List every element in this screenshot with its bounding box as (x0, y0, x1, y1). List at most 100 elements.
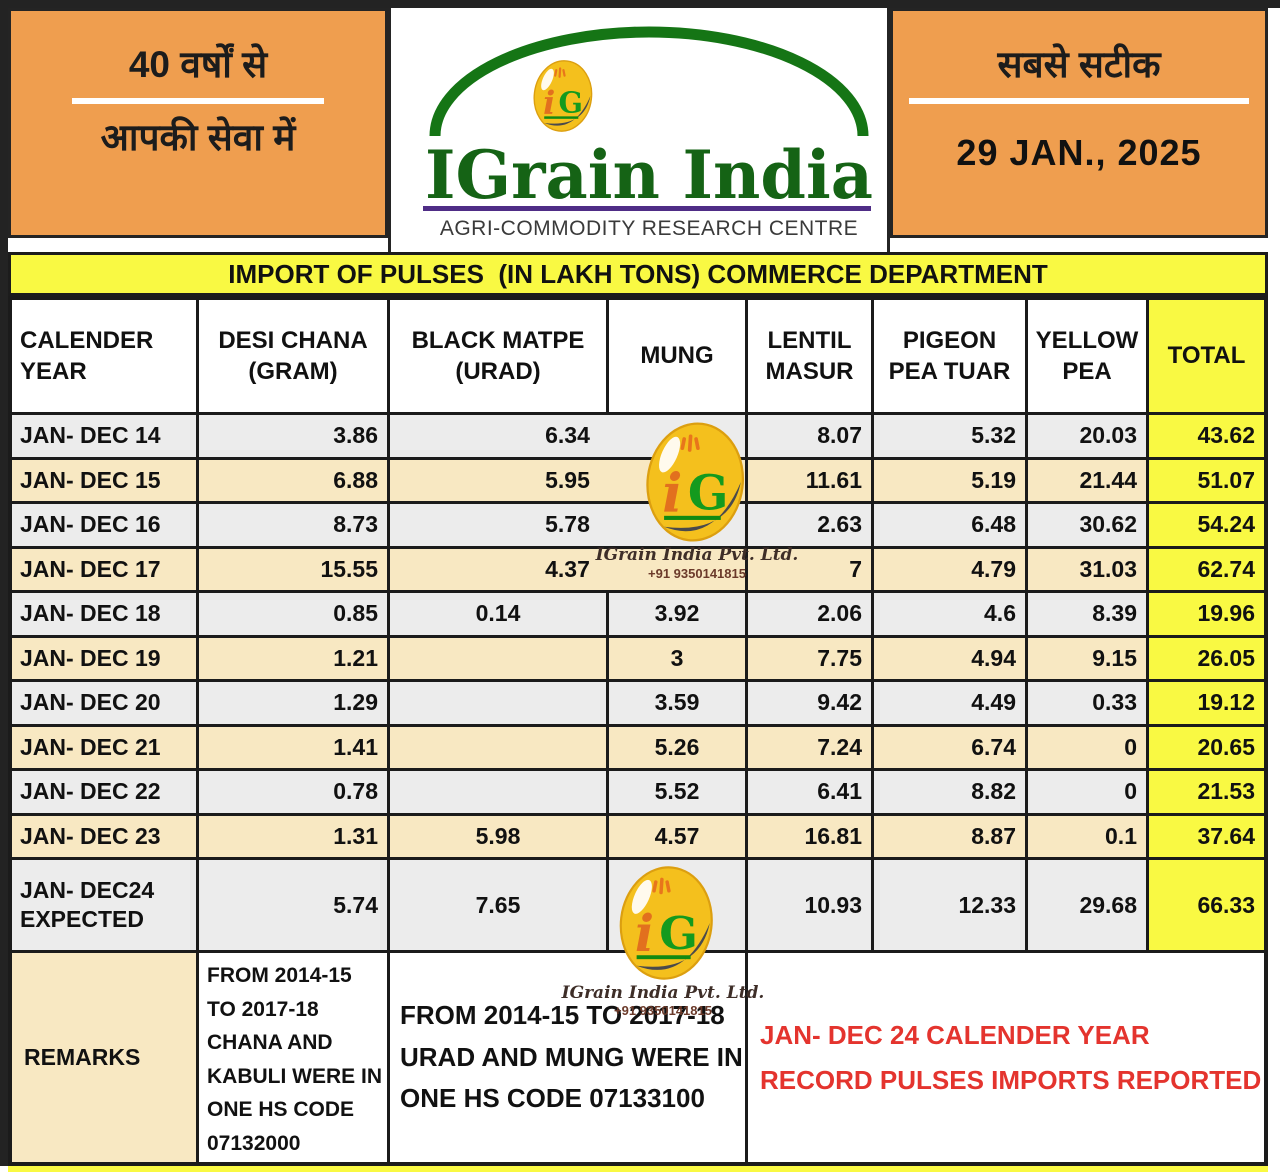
mung-value: 5.52 (609, 771, 745, 813)
pigeon-value: 5.32 (874, 415, 1025, 457)
col-header-desi-chana: DESI CHANA (GRAM) (199, 300, 387, 412)
brand-name: IGrain India (425, 136, 873, 214)
pigeon-value: 4.49 (874, 682, 1025, 724)
desi-chana-value: 8.73 (199, 504, 387, 546)
total-value: 66.33 (1149, 860, 1264, 950)
black-matpe-value (390, 726, 606, 768)
pigeon-value: 6.48 (874, 504, 1025, 546)
pigeon-value: 8.87 (874, 815, 1025, 857)
pigeon-value: 4.79 (874, 548, 1025, 590)
desi-chana-value: 1.21 (199, 637, 387, 679)
black-matpe-value (390, 771, 606, 813)
desi-chana-value: 1.29 (199, 682, 387, 724)
total-value: 19.12 (1149, 682, 1264, 724)
yellow-pea-value: 0.33 (1028, 682, 1146, 724)
pigeon-value: 6.74 (874, 726, 1025, 768)
yellow-pea-value: 0.1 (1028, 815, 1146, 857)
yellow-pea-value: 29.68 (1028, 860, 1146, 950)
total-value: 54.24 (1149, 504, 1264, 546)
remarks-note-urad: FROM 2014-15 TO 2017-18 URAD AND MUNG WE… (390, 953, 745, 1162)
masthead-right-panel: सबसे सटीक 29 JAN., 2025 (890, 8, 1268, 238)
remarks-note-chana: FROM 2014-15 TO 2017-18 CHANA AND KABULI… (199, 953, 387, 1162)
lentil-value: 8.07 (748, 415, 871, 457)
desi-chana-value: 3.86 (199, 415, 387, 457)
lentil-value: 2.06 (748, 593, 871, 635)
black-matpe-value (390, 637, 606, 679)
pulses-import-table: CALENDER YEAR DESI CHANA (GRAM) BLACK MA… (8, 296, 1268, 1166)
lentil-value: 2.63 (748, 504, 871, 546)
pigeon-value: 5.19 (874, 459, 1025, 501)
total-value: 62.74 (1149, 548, 1264, 590)
lentil-value: 7.75 (748, 637, 871, 679)
col-header-total: TOTAL (1149, 300, 1264, 412)
lentil-value: 10.93 (748, 860, 871, 950)
row-year: JAN- DEC 19 (12, 637, 196, 679)
black-matpe-value: 5.98 (390, 815, 606, 857)
black-matpe-value (390, 682, 606, 724)
yellow-pea-value: 0 (1028, 726, 1146, 768)
brand-tagline: AGRI-COMMODITY RESEARCH CENTRE (440, 217, 858, 240)
masthead-left-panel: 40 वर्षों से आपकी सेवा में (8, 8, 388, 238)
yellow-pea-value: 20.03 (1028, 415, 1146, 457)
total-value: 37.64 (1149, 815, 1264, 857)
frame-left-border (0, 0, 8, 1166)
hindi-slogan-line2: आपकी सेवा में (100, 116, 296, 158)
yellow-pea-value: 31.03 (1028, 548, 1146, 590)
brand-logo-panel: IGrain India AGRI-COMMODITY RESEARCH CEN… (388, 8, 890, 252)
row-year: JAN- DEC 22 (12, 771, 196, 813)
pigeon-value: 8.82 (874, 771, 1025, 813)
col-header-mung: MUNG (609, 300, 745, 412)
desi-chana-value: 0.78 (199, 771, 387, 813)
desi-chana-value: 0.85 (199, 593, 387, 635)
matpe-mung-merged-value: 5.78 (390, 504, 745, 546)
row-year: JAN- DEC 21 (12, 726, 196, 768)
row-year: JAN- DEC 14 (12, 415, 196, 457)
col-header-lentil-masur: LENTIL MASUR (748, 300, 871, 412)
matpe-mung-merged-value: 4.37 (390, 548, 745, 590)
row-year: JAN- DEC24 EXPECTED (12, 860, 196, 950)
yellow-pea-value: 0 (1028, 771, 1146, 813)
total-value: 26.05 (1149, 637, 1264, 679)
pigeon-value: 4.94 (874, 637, 1025, 679)
desi-chana-value: 1.31 (199, 815, 387, 857)
report-title: IMPORT OF PULSES (IN LAKH TONS) COMMERCE… (8, 252, 1268, 296)
mung-value: 3 (609, 637, 745, 679)
row-year: JAN- DEC 15 (12, 459, 196, 501)
col-header-calender-year: CALENDER YEAR (12, 300, 196, 412)
slogan-divider (72, 97, 324, 104)
pigeon-value: 4.6 (874, 593, 1025, 635)
mung-value (609, 860, 745, 950)
matpe-mung-merged-value: 6.34 (390, 415, 745, 457)
logo-arch (429, 26, 869, 137)
lentil-value: 11.61 (748, 459, 871, 501)
row-year: JAN- DEC 23 (12, 815, 196, 857)
lentil-value: 7 (748, 548, 871, 590)
report-date: 29 JAN., 2025 (956, 131, 1202, 173)
yellow-pea-value: 30.62 (1028, 504, 1146, 546)
bottom-yellow-strip (8, 1166, 1268, 1172)
total-value: 20.65 (1149, 726, 1264, 768)
lentil-value: 16.81 (748, 815, 871, 857)
masthead: 40 वर्षों से आपकी सेवा में IGrain India … (8, 8, 1268, 252)
total-value: 19.96 (1149, 593, 1264, 635)
black-matpe-value: 7.65 (390, 860, 606, 950)
lentil-value: 7.24 (748, 726, 871, 768)
mung-value: 3.92 (609, 593, 745, 635)
mung-value: 3.59 (609, 682, 745, 724)
desi-chana-value: 1.41 (199, 726, 387, 768)
hindi-accuracy-claim: सबसे सटीक (997, 44, 1161, 85)
matpe-mung-merged-value: 5.95 (390, 459, 745, 501)
igrain-logo: IGrain India AGRI-COMMODITY RESEARCH CEN… (423, 26, 873, 240)
col-header-black-matpe: BLACK MATPE (URAD) (390, 300, 606, 412)
total-value: 51.07 (1149, 459, 1264, 501)
yellow-pea-value: 9.15 (1028, 637, 1146, 679)
date-divider (909, 97, 1249, 104)
pigeon-value: 12.33 (874, 860, 1025, 950)
row-year: JAN- DEC 20 (12, 682, 196, 724)
desi-chana-value: 15.55 (199, 548, 387, 590)
frame-top-border (0, 0, 1280, 8)
mung-value: 4.57 (609, 815, 745, 857)
row-year: JAN- DEC 18 (12, 593, 196, 635)
total-value: 21.53 (1149, 771, 1264, 813)
